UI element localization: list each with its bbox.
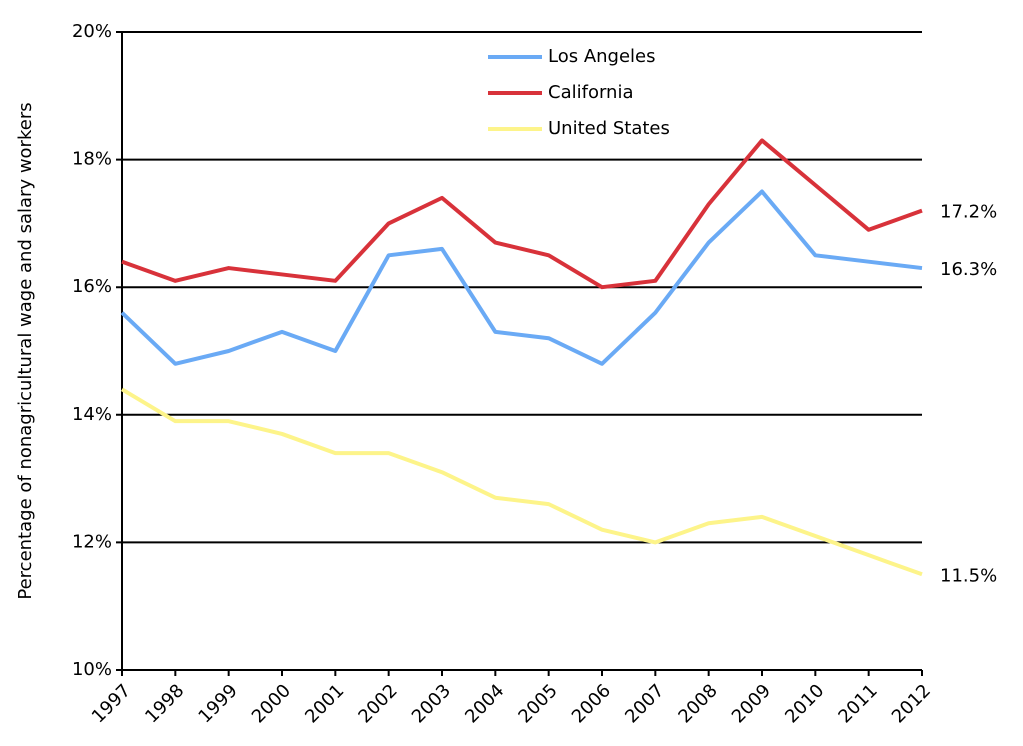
y-tick-label: 14% <box>72 404 112 425</box>
x-tick-label: 2011 <box>834 680 881 727</box>
y-tick-label: 12% <box>72 531 112 552</box>
x-tick-label: 2003 <box>408 680 455 727</box>
value-label: 17.2% <box>940 202 997 223</box>
x-tick-label: 2002 <box>354 680 401 727</box>
series-line <box>120 387 923 577</box>
x-tick-label: 2007 <box>621 680 668 727</box>
x-tick-label: 1998 <box>141 680 188 727</box>
x-tick-label: 1997 <box>88 680 135 727</box>
legend-label: Los Angeles <box>548 46 656 67</box>
y-tick-label: 10% <box>72 659 112 680</box>
y-tick-label: 18% <box>72 149 112 170</box>
x-tick-label: 2010 <box>781 680 828 727</box>
legend-label: California <box>548 82 633 103</box>
x-tick-label: 2001 <box>301 680 348 727</box>
y-tick-label: 20% <box>72 21 112 42</box>
x-tick-label: 2012 <box>888 680 935 727</box>
series-line <box>121 138 923 290</box>
x-tick-label: 2005 <box>514 680 561 727</box>
x-tick-label: 2008 <box>674 680 721 727</box>
legend-label: United States <box>548 118 670 139</box>
value-label: 11.5% <box>940 565 997 586</box>
y-tick-label: 16% <box>72 276 112 297</box>
x-tick-label: 2009 <box>728 680 775 727</box>
x-tick-label: 2004 <box>461 680 508 727</box>
x-tick-label: 2000 <box>248 680 295 727</box>
y-axis-label: Percentage of nonagricultural wage and s… <box>15 102 36 599</box>
value-label: 16.3% <box>940 259 997 280</box>
series-line <box>120 189 923 366</box>
x-tick-label: 1999 <box>194 680 241 727</box>
x-tick-label: 2006 <box>568 680 615 727</box>
